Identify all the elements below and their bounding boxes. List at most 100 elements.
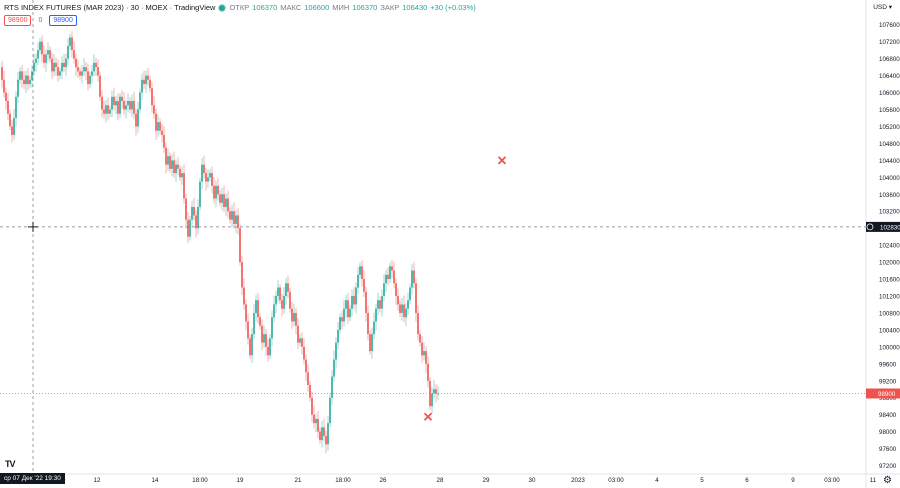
chevron-down-icon: ▾ bbox=[888, 4, 892, 11]
candle-body bbox=[427, 363, 429, 381]
symbol-title[interactable]: RTS INDEX FUTURES (MAR 2023) · 30 · MOEX… bbox=[4, 3, 216, 12]
candle-body bbox=[229, 211, 231, 220]
candle-body bbox=[15, 96, 17, 118]
time-tick-label: 4 bbox=[655, 477, 659, 484]
price-tick-label: 101200 bbox=[879, 293, 900, 300]
price-tick-label: 99200 bbox=[879, 378, 897, 385]
candle-body bbox=[63, 62, 65, 68]
candle-body bbox=[275, 295, 277, 305]
candle-body bbox=[49, 50, 51, 59]
candle-body bbox=[311, 397, 313, 415]
candle-body bbox=[287, 283, 289, 292]
candle-body bbox=[303, 346, 305, 360]
cross-marker-icon[interactable] bbox=[423, 412, 433, 421]
candle-body bbox=[251, 334, 253, 356]
candle-body bbox=[435, 389, 437, 394]
candle-body bbox=[111, 96, 113, 110]
price-tick-label: 104400 bbox=[879, 158, 900, 165]
candle-body bbox=[387, 274, 389, 280]
candle-body bbox=[277, 287, 279, 296]
candle-body bbox=[309, 384, 311, 398]
candle-body bbox=[129, 101, 131, 110]
price-tick-label: 105200 bbox=[879, 124, 900, 131]
cross-marker-icon[interactable] bbox=[497, 156, 507, 165]
low-value: 106370 bbox=[352, 3, 378, 12]
candle-body bbox=[21, 71, 23, 80]
candle-body bbox=[47, 50, 49, 55]
tradingview-logo-icon[interactable]: TV bbox=[5, 459, 15, 469]
candle-body bbox=[91, 71, 93, 76]
candle-body bbox=[143, 79, 145, 85]
candle-body bbox=[123, 101, 125, 110]
candle-body bbox=[137, 109, 139, 127]
candle-body bbox=[115, 101, 117, 106]
candle-body bbox=[57, 67, 59, 76]
price-tick-label: 106000 bbox=[879, 90, 900, 97]
time-tick-label: 2023 bbox=[571, 477, 585, 484]
candle-body bbox=[335, 342, 337, 360]
candle-body bbox=[183, 173, 185, 199]
candle-body bbox=[31, 71, 33, 80]
candle-body bbox=[33, 62, 35, 72]
candle-body bbox=[145, 75, 147, 85]
candle-body bbox=[227, 198, 229, 212]
price-tick-label: 100000 bbox=[879, 344, 900, 351]
trade-panel: 98900 0 98900 bbox=[4, 15, 77, 26]
candle-body bbox=[397, 295, 399, 305]
candle-body bbox=[305, 359, 307, 373]
time-tick-label: 26 bbox=[380, 477, 387, 484]
candle-body bbox=[97, 67, 99, 76]
candle-body bbox=[327, 423, 329, 445]
candle-body bbox=[263, 334, 265, 343]
candle-body bbox=[103, 109, 105, 114]
candle-body bbox=[99, 75, 101, 97]
quantity-value[interactable]: 0 bbox=[35, 16, 46, 25]
gear-icon[interactable]: ⚙ bbox=[883, 475, 892, 486]
price-tick-label: 103600 bbox=[879, 192, 900, 199]
candle-body bbox=[217, 185, 219, 195]
crosshair-time-label: ср 07 Дек '22 19:30 bbox=[0, 473, 65, 484]
candle-body bbox=[383, 283, 385, 296]
candle-body bbox=[177, 164, 179, 169]
candle-body bbox=[225, 198, 227, 207]
price-tick-label: 106400 bbox=[879, 73, 900, 80]
candle-body bbox=[29, 79, 31, 85]
candle-body bbox=[89, 75, 91, 85]
candle-body bbox=[403, 304, 405, 318]
candle-body bbox=[5, 92, 7, 102]
candle-body bbox=[357, 274, 359, 288]
candle-body bbox=[307, 372, 309, 385]
candle-body bbox=[161, 130, 163, 135]
candle-body bbox=[83, 67, 85, 72]
candle-body bbox=[155, 113, 157, 131]
candle-body bbox=[279, 287, 281, 301]
candle-body bbox=[237, 215, 239, 229]
candle-body bbox=[341, 317, 343, 322]
candle-body bbox=[345, 300, 347, 309]
candle-body bbox=[235, 215, 237, 224]
candle-body bbox=[299, 338, 301, 343]
candle-body bbox=[207, 177, 209, 182]
candle-body bbox=[375, 308, 377, 322]
candle-body bbox=[87, 71, 89, 85]
candle-body bbox=[293, 312, 295, 322]
candle-body bbox=[11, 126, 13, 135]
time-tick-label: 5 bbox=[700, 477, 704, 484]
candle-body bbox=[325, 435, 327, 445]
sell-button[interactable]: 98900 bbox=[4, 15, 32, 26]
high-value: 106600 bbox=[304, 3, 330, 12]
currency-selector[interactable]: USD ▾ bbox=[873, 3, 892, 11]
candle-body bbox=[347, 300, 349, 318]
price-tick-label: 100800 bbox=[879, 310, 900, 317]
candle-body bbox=[17, 79, 19, 97]
candle-body bbox=[59, 71, 61, 76]
candle-body bbox=[107, 105, 109, 114]
candle-body bbox=[135, 113, 137, 127]
candle-body bbox=[255, 300, 257, 313]
buy-button[interactable]: 98900 bbox=[49, 15, 77, 26]
plus-circle-icon[interactable] bbox=[866, 223, 874, 231]
price-tick-label: 101600 bbox=[879, 277, 900, 284]
candle-body bbox=[285, 283, 287, 296]
candle-body bbox=[423, 351, 425, 356]
